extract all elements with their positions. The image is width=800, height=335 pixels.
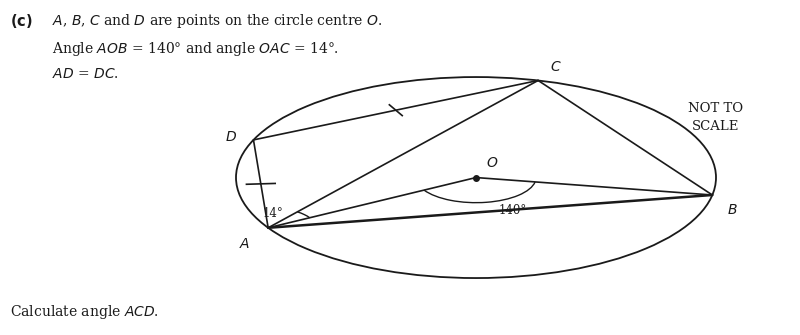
Text: $A$: $A$ <box>239 237 250 251</box>
Text: $B$: $B$ <box>726 203 738 217</box>
Text: NOT TO
SCALE: NOT TO SCALE <box>689 102 743 133</box>
Text: $D$: $D$ <box>226 130 238 144</box>
Text: 14°: 14° <box>263 207 284 220</box>
Text: Angle $AOB$ = 140° and angle $OAC$ = 14°.: Angle $AOB$ = 140° and angle $OAC$ = 14°… <box>52 40 339 58</box>
Text: $\mathbf{(c)}$: $\mathbf{(c)}$ <box>10 12 32 30</box>
Text: Calculate angle $ACD$.: Calculate angle $ACD$. <box>10 303 158 321</box>
Text: $O$: $O$ <box>486 156 498 170</box>
Text: $C$: $C$ <box>550 60 562 74</box>
Text: $AD$ = $DC$.: $AD$ = $DC$. <box>52 67 118 81</box>
Text: $A$, $B$, $C$ and $D$ are points on the circle centre $O$.: $A$, $B$, $C$ and $D$ are points on the … <box>52 12 382 30</box>
Text: 140°: 140° <box>498 204 527 217</box>
